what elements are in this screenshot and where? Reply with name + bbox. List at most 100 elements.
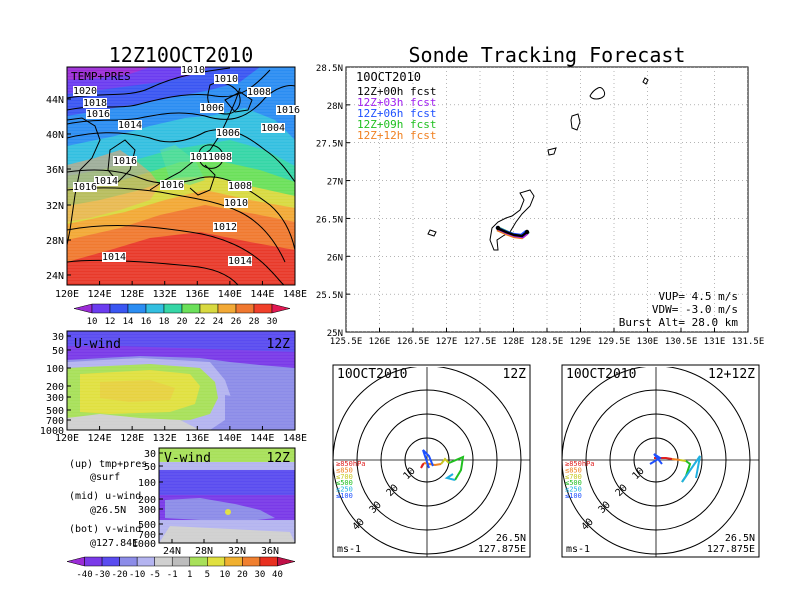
tracking-lat-label: 25N bbox=[327, 329, 343, 339]
hodograph-trace bbox=[420, 462, 425, 469]
v-wind-label: V-wind bbox=[164, 451, 211, 466]
isobar-label: 1016 bbox=[73, 182, 97, 193]
pressure-level-label: ≥850hPa bbox=[565, 460, 595, 468]
legend-line-1: (up) tmp+pres bbox=[69, 459, 147, 470]
hodograph-trace bbox=[649, 453, 663, 465]
hodograph-lon: 127.875E bbox=[478, 544, 526, 555]
tracking-lon-label: 128E bbox=[503, 337, 525, 347]
hodograph-trace bbox=[444, 473, 456, 481]
tracking-lat-label: 26.5N bbox=[316, 215, 343, 225]
wind-colorbar-label: 1 bbox=[187, 570, 192, 580]
map-lon-label: 140E bbox=[218, 289, 242, 300]
map-lon-label: 132E bbox=[153, 289, 177, 300]
map-lat-label: 28N bbox=[46, 236, 64, 247]
pressure-level-label: ≤250 bbox=[336, 486, 353, 494]
isobar-label: 1020 bbox=[73, 86, 97, 97]
temp-colorbar-label: 16 bbox=[141, 317, 152, 327]
map-lat-ticks: 44N 40N 36N 32N 28N 24N bbox=[46, 95, 71, 282]
u-wind-lon-label: 132E bbox=[153, 433, 177, 444]
wind-colorbar-label: 40 bbox=[272, 570, 283, 580]
isobar-label: 1008 bbox=[228, 181, 252, 192]
tracking-lat-ticks: 28.5N 28N 27.5N 27N 26.5N 26N 25.5N 25N bbox=[316, 64, 350, 339]
wind-colorbar-label: -5 bbox=[149, 570, 160, 580]
temp-colorbar-label: 30 bbox=[267, 317, 278, 327]
wind-colorbar-label: 5 bbox=[205, 570, 210, 580]
wind-colorbar-swatch bbox=[242, 556, 261, 567]
v-wind-pressure-label: 700 bbox=[138, 530, 156, 541]
u-wind-pressure-label: 300 bbox=[46, 393, 64, 404]
temp-colorbar-swatch bbox=[181, 303, 201, 314]
isobar-label-text: 1014 bbox=[118, 120, 142, 131]
sonde-tracks bbox=[495, 225, 530, 240]
isobar-label-text: 1004 bbox=[261, 123, 285, 134]
forecast-legend-item: 12Z+00h fcst bbox=[357, 85, 436, 98]
temp-colorbar-label: 12 bbox=[105, 317, 116, 327]
pressure-level-label: ≤700 bbox=[565, 473, 582, 481]
tracking-title: Sonde Tracking Forecast bbox=[409, 43, 686, 67]
temp-colorbar-swatch bbox=[271, 303, 291, 314]
wind-colorbar-swatch bbox=[189, 556, 208, 567]
tracking-lon-label: 131.5E bbox=[732, 337, 765, 347]
hodograph-date: 10OCT2010 bbox=[337, 367, 407, 382]
v-wind-lat-ticks: 24N 28N 32N 36N bbox=[163, 539, 279, 557]
hodograph-date: 10OCT2010 bbox=[566, 367, 636, 382]
wind-colorbar-swatch bbox=[66, 556, 85, 567]
v-wind-lat-label: 28N bbox=[195, 546, 213, 557]
isobar-labels: 1010101010081006102010181016101410161012… bbox=[73, 65, 300, 267]
wind-colorbar-label: -10 bbox=[129, 570, 145, 580]
temp-colorbar-swatch bbox=[145, 303, 165, 314]
isobar-label-text: 1006 bbox=[216, 128, 240, 139]
u-wind-pressure-label: 50 bbox=[52, 346, 64, 357]
u-wind-pressure-label: 30 bbox=[52, 332, 64, 343]
legend-line-6: @127.84E bbox=[90, 538, 138, 549]
tracking-lat-label: 28N bbox=[327, 102, 343, 112]
v-wind-pressure-label: 300 bbox=[138, 505, 156, 516]
temp-colorbar-swatch bbox=[109, 303, 129, 314]
isobar-label-text: 1016 bbox=[113, 156, 137, 167]
u-wind-lon-label: 120E bbox=[55, 433, 79, 444]
isobar-label: 1014 bbox=[102, 252, 126, 263]
isobar-label: 1004 bbox=[261, 123, 285, 134]
isobar-label: 1016 bbox=[160, 180, 184, 191]
temp-colorbar-swatch bbox=[73, 303, 93, 314]
u-wind-lon-label: 128E bbox=[120, 433, 144, 444]
pressure-level-label: ≤850 bbox=[336, 466, 353, 474]
wind-colorbar-label: -30 bbox=[94, 570, 110, 580]
isobar-label-text: 1006 bbox=[200, 103, 224, 114]
u-wind-lon-label: 124E bbox=[88, 433, 112, 444]
isobar-label: 1012 bbox=[213, 222, 237, 233]
tracking-lat-label: 28.5N bbox=[316, 64, 343, 74]
tracking-lon-label: 130.5E bbox=[665, 337, 698, 347]
wind-colorbar-swatch bbox=[136, 556, 155, 567]
u-wind-pressure-label: 500 bbox=[46, 406, 64, 417]
isobar-label: 1010 bbox=[224, 198, 248, 209]
v-wind-pressure-label: 1000 bbox=[132, 539, 156, 550]
isobar-label: 1012 bbox=[190, 152, 214, 163]
temp-colorbar-label: 20 bbox=[177, 317, 188, 327]
hodograph-unit: ms-1 bbox=[337, 544, 361, 555]
isobar-label-text: 1016 bbox=[86, 109, 110, 120]
u-wind-pressure-label: 1000 bbox=[40, 426, 64, 437]
temp-colorbar-swatch bbox=[91, 303, 111, 314]
tracking-lon-label: 129.5E bbox=[598, 337, 631, 347]
wind-colorbar-swatch bbox=[84, 556, 103, 567]
isobar-label-text: 1014 bbox=[94, 176, 118, 187]
map-lon-label: 136E bbox=[185, 289, 209, 300]
v-wind-pressure-label: 50 bbox=[144, 462, 156, 473]
isobar-label: 1016 bbox=[86, 109, 110, 120]
map-lat-label: 36N bbox=[46, 165, 64, 176]
hodograph-trace bbox=[671, 458, 681, 461]
wind-colorbar-label: -20 bbox=[111, 570, 127, 580]
vup-text: VUP= 4.5 m/s bbox=[659, 290, 738, 303]
isobar-label-text: 1014 bbox=[228, 256, 252, 267]
u-wind-pressure-label: 100 bbox=[46, 364, 64, 375]
pressure-level-label: ≤500 bbox=[336, 479, 353, 487]
v-wind-lat-label: 24N bbox=[163, 546, 181, 557]
legend-line-4: @26.5N bbox=[90, 505, 126, 516]
temp-colorbar-swatch bbox=[163, 303, 183, 314]
